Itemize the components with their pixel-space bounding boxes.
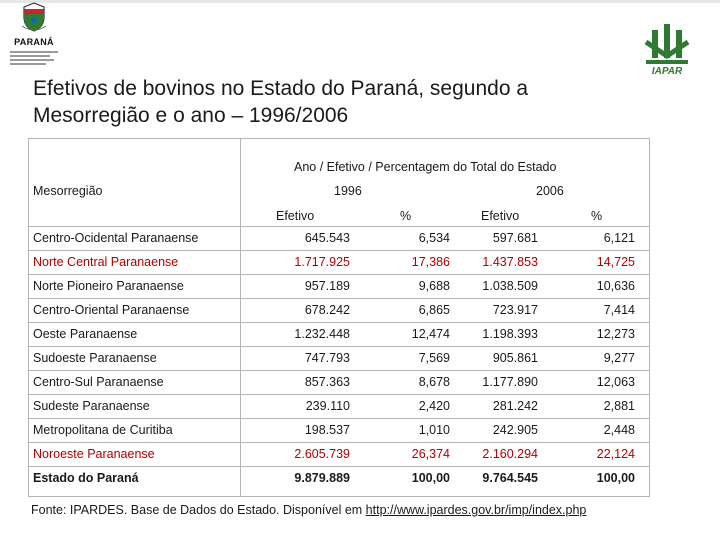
table-border-bottom xyxy=(28,496,650,497)
cell-efetivo-1996: 678.242 xyxy=(304,303,350,317)
cell-efetivo-1996: 239.110 xyxy=(305,399,350,413)
header-region: Mesorregião xyxy=(33,184,103,198)
header-efetivo-1996: Efetivo xyxy=(276,209,315,223)
row-divider xyxy=(28,466,650,467)
logo-subtitle-line xyxy=(10,55,50,57)
parana-logo-text: PARANÁ xyxy=(14,37,54,47)
page-title: Efetivos de bovinos no Estado do Paraná,… xyxy=(33,77,529,127)
cell-pct-1996: 17,386 xyxy=(411,255,450,269)
cell-efetivo-2006: 1.038.509 xyxy=(482,279,538,293)
row-divider xyxy=(28,298,650,299)
cell-efetivo-2006: 723.917 xyxy=(492,303,538,317)
cell-pct-2006: 14,725 xyxy=(596,255,635,269)
region-column-divider xyxy=(240,138,241,497)
cell-pct-2006: 9,277 xyxy=(603,351,635,365)
total-pct-1996: 100,00 xyxy=(411,471,450,485)
cell-efetivo-1996: 1.232.448 xyxy=(294,327,350,341)
cell-efetivo-2006: 905.861 xyxy=(492,351,538,365)
source-text: Fonte: IPARDES. Base de Dados do Estado.… xyxy=(31,503,366,517)
cell-efetivo-2006: 1.198.393 xyxy=(482,327,538,341)
cell-efetivo-1996: 957.189 xyxy=(304,279,350,293)
cell-region: Metropolitana de Curitiba xyxy=(33,423,173,437)
cell-efetivo-1996: 857.363 xyxy=(304,375,350,389)
cell-efetivo-1996: 645.543 xyxy=(304,231,350,245)
header-pct-1996: % xyxy=(400,209,412,223)
cell-pct-1996: 9,688 xyxy=(418,279,450,293)
cell-efetivo-1996: 1.717.925 xyxy=(294,255,350,269)
cell-efetivo-1996: 198.537 xyxy=(304,423,350,437)
header-year-2006: 2006 xyxy=(536,184,564,198)
cell-pct-2006: 2,448 xyxy=(603,423,635,437)
cell-region: Noroeste Paranaense xyxy=(33,447,155,461)
header-pct-2006: % xyxy=(591,209,603,223)
table-border-left xyxy=(28,138,29,497)
total-pct-2006: 100,00 xyxy=(596,471,635,485)
top-rule xyxy=(0,0,720,3)
cell-pct-2006: 10,636 xyxy=(596,279,635,293)
cell-pct-1996: 12,474 xyxy=(411,327,450,341)
cell-pct-1996: 7,569 xyxy=(418,351,450,365)
cell-efetivo-2006: 1.177.890 xyxy=(482,375,538,389)
logo-subtitle-line xyxy=(10,59,54,61)
cell-pct-1996: 26,374 xyxy=(411,447,450,461)
cell-pct-1996: 6,534 xyxy=(418,231,450,245)
cell-pct-1996: 6,865 xyxy=(418,303,450,317)
header-year-1996: 1996 xyxy=(334,184,362,198)
cell-region: Sudoeste Paranaense xyxy=(33,351,157,365)
row-divider xyxy=(28,250,650,251)
total-region: Estado do Paraná xyxy=(33,471,139,485)
cell-efetivo-1996: 747.793 xyxy=(304,351,350,365)
cell-efetivo-2006: 242.905 xyxy=(492,423,538,437)
source-link[interactable]: http://www.ipardes.gov.br/imp/index.php xyxy=(365,503,587,517)
cell-region: Norte Pioneiro Paranaense xyxy=(33,279,184,293)
row-divider xyxy=(28,394,650,395)
data-table: Ano / Efetivo / Percentagem do Total do … xyxy=(28,138,650,497)
row-divider xyxy=(28,442,650,443)
total-efetivo-1996: 9.879.889 xyxy=(294,471,350,485)
row-divider xyxy=(28,322,650,323)
cell-region: Sudeste Paranaense xyxy=(33,399,150,413)
source-note: Fonte: IPARDES. Base de Dados do Estado.… xyxy=(31,503,586,517)
cell-efetivo-2006: 1.437.853 xyxy=(482,255,538,269)
cell-efetivo-2006: 2.160.294 xyxy=(482,447,538,461)
cell-pct-1996: 1,010 xyxy=(418,423,450,437)
iapar-logo: IAPAR xyxy=(644,22,690,82)
cell-efetivo-2006: 281.242 xyxy=(492,399,538,413)
cell-region: Centro-Sul Paranaense xyxy=(33,375,164,389)
row-divider xyxy=(28,418,650,419)
cell-pct-2006: 22,124 xyxy=(596,447,635,461)
logo-subtitle-line xyxy=(10,51,58,53)
cell-pct-1996: 8,678 xyxy=(418,375,450,389)
total-efetivo-2006: 9.764.545 xyxy=(482,471,538,485)
logo-subtitle-line xyxy=(10,63,46,65)
iapar-logo-text: IAPAR xyxy=(651,66,683,77)
cell-pct-2006: 6,121 xyxy=(603,231,635,245)
parana-logo: PARANÁ xyxy=(4,0,64,68)
iapar-mark-icon xyxy=(644,24,690,64)
coat-of-arms-icon xyxy=(21,2,47,32)
cell-region: Norte Central Paranaense xyxy=(33,255,179,269)
cell-pct-2006: 12,063 xyxy=(596,375,635,389)
cell-pct-2006: 7,414 xyxy=(603,303,635,317)
row-divider xyxy=(28,226,650,227)
cell-efetivo-1996: 2.605.739 xyxy=(294,447,350,461)
cell-efetivo-2006: 597.681 xyxy=(492,231,538,245)
cell-pct-1996: 2,420 xyxy=(418,399,450,413)
cell-pct-2006: 2,881 xyxy=(603,399,635,413)
row-divider xyxy=(28,346,650,347)
table-border-right xyxy=(649,138,650,497)
header-top: Ano / Efetivo / Percentagem do Total do … xyxy=(294,160,557,174)
header-efetivo-2006: Efetivo xyxy=(481,209,520,223)
table-border-top xyxy=(28,138,650,139)
cell-region: Centro-Oriental Paranaense xyxy=(33,303,190,317)
cell-pct-2006: 12,273 xyxy=(596,327,635,341)
cell-region: Oeste Paranaense xyxy=(33,327,138,341)
cell-region: Centro-Ocidental Paranaense xyxy=(33,231,199,245)
row-divider xyxy=(28,370,650,371)
row-divider xyxy=(28,274,650,275)
